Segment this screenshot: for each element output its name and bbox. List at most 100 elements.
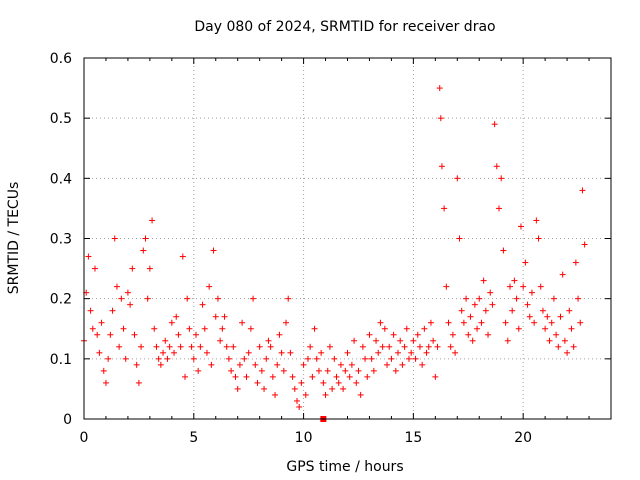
data-point	[243, 373, 250, 380]
data-point	[559, 271, 566, 278]
data-point	[100, 367, 107, 374]
data-point	[296, 403, 303, 410]
data-point	[399, 361, 406, 368]
data-point	[566, 307, 573, 314]
data-point	[269, 373, 276, 380]
data-point	[458, 307, 465, 314]
data-point	[302, 391, 309, 398]
data-point	[456, 235, 463, 242]
data-point	[577, 319, 584, 326]
data-point	[344, 349, 351, 356]
data-point	[533, 217, 540, 224]
data-point	[171, 349, 178, 356]
data-point	[544, 313, 551, 320]
data-point	[342, 367, 349, 374]
data-point	[217, 337, 224, 344]
data-point	[568, 325, 575, 332]
data-point	[509, 307, 516, 314]
data-point	[432, 373, 439, 380]
data-point	[140, 247, 147, 254]
data-point	[265, 337, 272, 344]
data-point	[437, 115, 444, 122]
data-point	[278, 349, 285, 356]
data-point	[425, 343, 432, 350]
data-point	[160, 349, 167, 356]
y-tick-label: 0.1	[50, 352, 72, 368]
data-point	[386, 343, 393, 350]
data-point	[232, 373, 239, 380]
data-point	[124, 289, 131, 296]
data-point	[208, 361, 215, 368]
data-point	[502, 319, 509, 326]
axis-ticks: 0 5 10 15 20 0 0.1 0.2 0.3 0.4 0.5 0.6	[50, 51, 611, 446]
data-point	[335, 379, 342, 386]
data-point	[230, 343, 237, 350]
data-point	[129, 265, 136, 272]
data-point	[190, 355, 197, 362]
data-point	[250, 295, 257, 302]
data-point	[504, 337, 511, 344]
data-point	[285, 295, 292, 302]
data-point	[520, 283, 527, 290]
data-point	[436, 85, 443, 92]
data-point	[506, 283, 513, 290]
data-point	[557, 313, 564, 320]
data-point	[287, 349, 294, 356]
data-point	[515, 325, 522, 332]
data-point	[247, 325, 254, 332]
data-point	[320, 379, 327, 386]
data-point	[166, 343, 173, 350]
data-point	[289, 373, 296, 380]
data-point	[368, 355, 375, 362]
y-tick-label: 0.3	[50, 232, 72, 248]
data-point	[353, 379, 360, 386]
data-point	[364, 373, 371, 380]
data-point	[416, 343, 423, 350]
data-point	[324, 367, 331, 374]
data-point	[581, 241, 588, 248]
data-point	[138, 343, 145, 350]
data-point	[276, 331, 283, 338]
data-point	[421, 325, 428, 332]
data-point	[127, 301, 134, 308]
data-point	[131, 331, 138, 338]
data-point	[239, 319, 246, 326]
x-tick-label: 10	[295, 430, 313, 446]
data-point	[212, 313, 219, 320]
data-point	[390, 331, 397, 338]
data-point	[263, 355, 270, 362]
data-point	[513, 295, 520, 302]
x-tick-label: 0	[80, 430, 89, 446]
data-point	[485, 331, 492, 338]
data-point	[245, 349, 252, 356]
data-point	[304, 355, 311, 362]
data-point	[203, 349, 210, 356]
x-tick-label: 15	[404, 430, 422, 446]
data-point	[298, 379, 305, 386]
data-point	[531, 319, 538, 326]
data-point	[219, 325, 226, 332]
data-point	[487, 289, 494, 296]
data-point	[149, 217, 156, 224]
data-point	[355, 367, 362, 374]
data-point	[184, 295, 191, 302]
data-point	[537, 283, 544, 290]
data-point	[535, 235, 542, 242]
data-point	[164, 355, 171, 362]
data-point	[463, 295, 470, 302]
data-point	[395, 349, 402, 356]
data-point	[377, 319, 384, 326]
data-point	[313, 355, 320, 362]
data-point	[192, 331, 199, 338]
data-point	[542, 325, 549, 332]
data-point	[539, 307, 546, 314]
data-point	[553, 331, 560, 338]
data-point	[206, 283, 213, 290]
data-point	[146, 265, 153, 272]
data-point	[423, 349, 430, 356]
data-point	[337, 361, 344, 368]
data-point	[370, 367, 377, 374]
data-point	[329, 385, 336, 392]
data-point	[318, 349, 325, 356]
data-point	[315, 367, 322, 374]
